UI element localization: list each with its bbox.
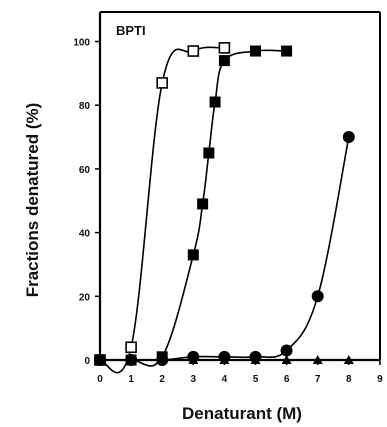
fit-curves (99, 46, 350, 374)
filled-triangle-marker (126, 355, 137, 364)
open-square-marker (156, 77, 168, 89)
filled-triangle-marker (95, 355, 105, 364)
axes (95, 11, 381, 365)
filled-circle-marker (280, 344, 293, 357)
filled-circle-marker (342, 131, 355, 144)
filled-square-marker (187, 249, 199, 261)
y-tick-label: 60 (79, 165, 91, 176)
y-axis-title: Fractions denatured (%) (23, 103, 42, 298)
x-tick-label: 7 (315, 374, 321, 385)
filled-triangle-marker (157, 355, 168, 364)
x-tick-label: 6 (284, 374, 290, 385)
open-square-marker (125, 341, 137, 354)
filled-square-marker (281, 45, 293, 57)
filled-square-marker (209, 96, 221, 108)
filled-triangle-marker (188, 355, 199, 364)
filled-square-marker (218, 55, 230, 67)
y-tick-label: 100 (73, 38, 90, 49)
x-tick-label: 9 (377, 374, 383, 385)
filled-circle-marker (311, 290, 324, 303)
filled-triangle-marker (250, 355, 261, 364)
open-square-marker (187, 45, 200, 57)
filled-triangle-marker (343, 355, 354, 364)
filled-triangle-marker (219, 355, 230, 364)
y-tick-label: 0 (84, 356, 90, 367)
x-tick-label: 0 (97, 374, 103, 385)
x-tick-label: 5 (253, 374, 259, 385)
filled-square-marker (203, 147, 215, 159)
x-tick-label: 3 (191, 374, 197, 385)
fit-curve (100, 136, 350, 362)
open-square-marker (218, 42, 231, 54)
fit-curve (99, 46, 225, 374)
filled-square-marker (197, 198, 209, 210)
filled-triangle-marker (281, 355, 292, 364)
filled-triangle-marker (312, 355, 323, 364)
x-tick-label: 1 (128, 374, 134, 385)
x-tick-label: 2 (159, 374, 165, 385)
chart-text: BPTI Denaturant (M) Fractions denatured … (23, 23, 383, 423)
x-axis-title: Denaturant (M) (182, 404, 302, 423)
chart-annotation: BPTI (116, 23, 146, 38)
fit-curve (99, 49, 287, 367)
data-markers (94, 42, 355, 366)
y-tick-label: 80 (79, 101, 91, 112)
filled-square-marker (250, 45, 261, 57)
x-tick-label: 4 (222, 374, 228, 385)
y-tick-label: 40 (79, 229, 91, 240)
x-tick-label: 8 (346, 374, 352, 385)
y-tick-label: 20 (79, 292, 91, 303)
